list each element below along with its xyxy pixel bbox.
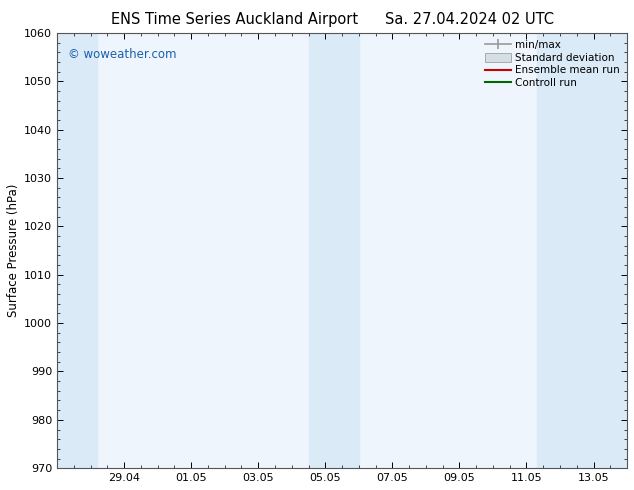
Text: Sa. 27.04.2024 02 UTC: Sa. 27.04.2024 02 UTC	[385, 12, 553, 27]
Bar	[309, 33, 359, 468]
Text: © woweather.com: © woweather.com	[68, 48, 177, 61]
Bar	[57, 33, 98, 468]
Y-axis label: Surface Pressure (hPa): Surface Pressure (hPa)	[7, 184, 20, 318]
Text: ENS Time Series Auckland Airport: ENS Time Series Auckland Airport	[111, 12, 358, 27]
Legend: min/max, Standard deviation, Ensemble mean run, Controll run: min/max, Standard deviation, Ensemble me…	[482, 38, 622, 90]
Bar	[536, 33, 627, 468]
